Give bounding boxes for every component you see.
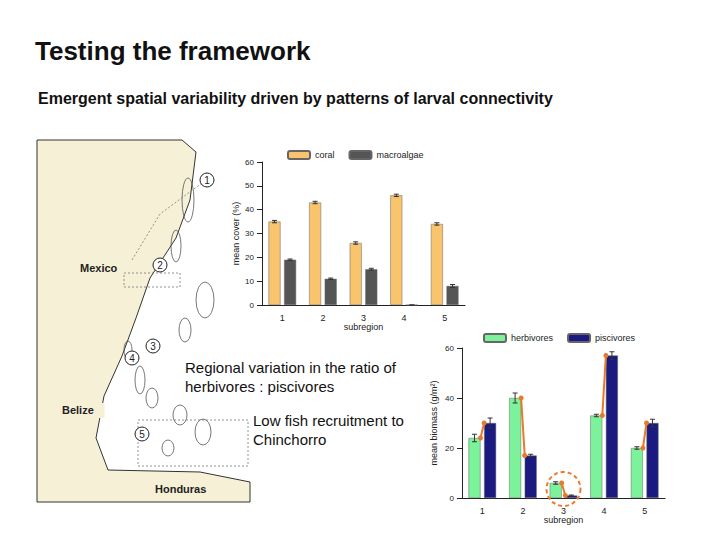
svg-text:10: 10 — [245, 277, 254, 286]
svg-text:2: 2 — [157, 260, 163, 271]
svg-text:2: 2 — [520, 506, 525, 516]
svg-text:40: 40 — [445, 394, 454, 403]
svg-text:3: 3 — [150, 341, 156, 352]
svg-text:0: 0 — [250, 301, 255, 310]
svg-text:Honduras: Honduras — [155, 483, 206, 495]
svg-text:3: 3 — [561, 506, 566, 516]
svg-text:subregion: subregion — [344, 322, 384, 332]
svg-text:60: 60 — [445, 344, 454, 353]
svg-text:subregion: subregion — [544, 515, 584, 525]
svg-text:5: 5 — [442, 313, 447, 323]
svg-text:60: 60 — [245, 158, 254, 167]
svg-text:20: 20 — [445, 444, 454, 453]
svg-text:1: 1 — [204, 175, 210, 186]
svg-text:0: 0 — [450, 494, 455, 503]
svg-text:4: 4 — [129, 353, 135, 364]
svg-text:coral: coral — [315, 150, 335, 160]
svg-text:50: 50 — [245, 181, 254, 190]
svg-text:2: 2 — [320, 313, 325, 323]
html-text:Emergent spatial variability d: Emergent spatial variability driven by p… — [38, 90, 553, 107]
svg-text:3: 3 — [361, 313, 366, 323]
svg-text:Mexico: Mexico — [80, 262, 118, 274]
svg-text:40: 40 — [245, 205, 254, 214]
svg-text:mean biomass (g/m²): mean biomass (g/m²) — [429, 380, 439, 465]
svg-text:piscivores: piscivores — [595, 333, 636, 343]
svg-text:20: 20 — [245, 253, 254, 262]
svg-text:4: 4 — [602, 506, 607, 516]
svg-text:mean cover (%): mean cover (%) — [231, 202, 241, 266]
svg-text:5: 5 — [139, 429, 145, 440]
html-text:Low fish recruitment to Chinch: Low fish recruitment to Chinchorro — [253, 412, 404, 448]
svg-text:herbivores: herbivores — [511, 333, 554, 343]
svg-text:30: 30 — [245, 229, 254, 238]
html-text:Regional variation in the rati: Regional variation in the ratio of herbi… — [185, 359, 396, 395]
svg-text:5: 5 — [642, 506, 647, 516]
svg-text:1: 1 — [480, 506, 485, 516]
svg-text:1: 1 — [280, 313, 285, 323]
html-text:Testing the framework: Testing the framework — [35, 36, 311, 66]
svg-text:4: 4 — [402, 313, 407, 323]
svg-text:macroalgae: macroalgae — [377, 150, 424, 160]
svg-text:Belize: Belize — [62, 404, 94, 416]
